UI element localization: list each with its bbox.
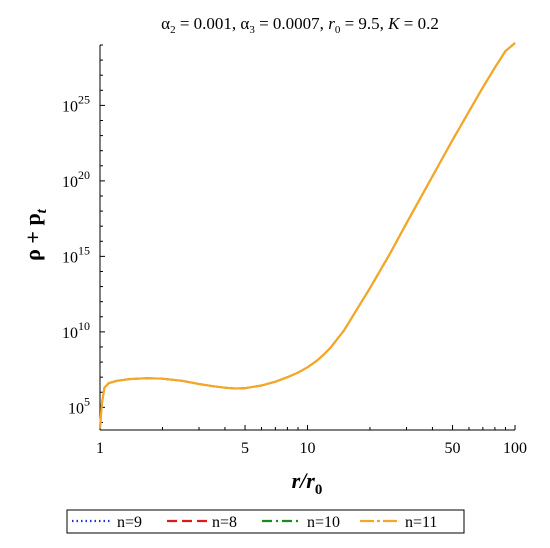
legend-label: n=9 [117,514,142,531]
x-tick-label: 50 [445,440,461,457]
y-ticks: 105 1010 1015 1020 1025 [62,44,105,423]
x-axis-label: r/r0 [292,468,323,498]
legend: n=9 n=8 n=10 n=11 [66,509,465,534]
series-line-n-10 [99,42,516,429]
y-tick-label: 1020 [62,168,90,191]
legend-label: n=8 [212,514,237,531]
y-tick-label: 105 [68,394,90,417]
chart-title: α2 = 0.001, α3 = 0.0007, r0 = 9.5, K = 0… [161,14,439,36]
series-line-n-8 [99,42,516,429]
series-layer [98,42,516,429]
y-tick-label: 1010 [62,319,90,342]
legend-label: n=10 [307,514,340,531]
y-axis-label: ρ + pt [20,208,50,261]
x-tick-label: 1 [96,440,104,457]
series-line-n-11 [98,42,516,429]
legend-label: n=11 [405,514,437,531]
series-line-n-9 [99,42,516,429]
x-tick-label: 10 [300,440,316,457]
y-tick-label: 1025 [62,92,90,115]
y-tick-label: 1015 [62,243,90,266]
x-tick-label: 5 [241,440,249,457]
x-ticks: 1 5 10 50 100 [96,425,527,457]
x-tick-label: 100 [503,440,527,457]
